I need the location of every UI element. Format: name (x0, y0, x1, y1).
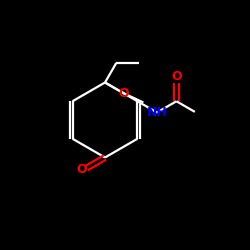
Text: NH: NH (147, 106, 168, 120)
Text: O: O (171, 70, 182, 84)
Text: O: O (77, 163, 88, 176)
Text: O: O (118, 87, 129, 100)
